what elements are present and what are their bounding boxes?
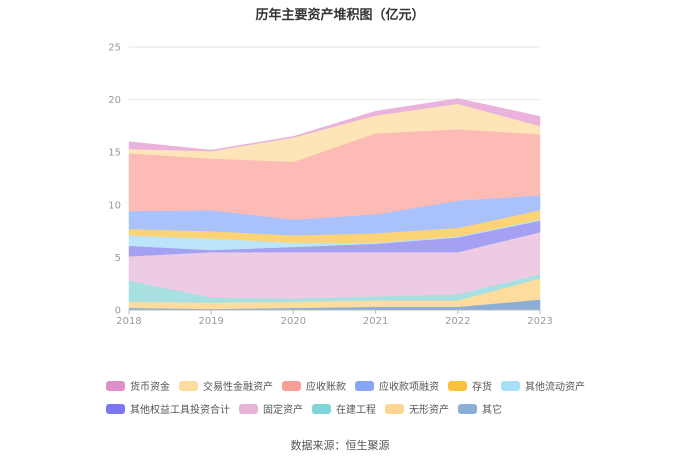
y-tick-label: 5 [115, 253, 121, 264]
y-tick-label: 25 [108, 43, 121, 54]
legend-label: 其他权益工具投资合计 [130, 405, 230, 416]
legend-label: 货币资金 [130, 382, 170, 393]
area-series [128, 98, 541, 152]
legend-swatch [312, 403, 331, 414]
legend-label: 在建工程 [336, 405, 376, 416]
legend-swatch [448, 380, 467, 391]
y-tick-label: 10 [108, 200, 121, 211]
legend-swatch [106, 380, 125, 391]
legend-item[interactable]: 其他权益工具投资合计 [106, 401, 230, 416]
data-source-note: 数据来源：恒生聚源 [290, 439, 390, 452]
legend-label: 应收款项融资 [379, 382, 439, 393]
legend-swatch [458, 403, 477, 414]
chart-title: 历年主要资产堆积图（亿元） [255, 8, 425, 23]
legend-label: 其他流动资产 [525, 382, 585, 393]
legend-item[interactable]: 其它 [458, 401, 502, 416]
x-tick-label: 2019 [198, 316, 223, 327]
x-tick-label: 2022 [445, 316, 470, 327]
legend-swatch [355, 380, 374, 391]
legend-label: 交易性金融资产 [203, 382, 273, 393]
legend-item[interactable]: 固定资产 [239, 401, 303, 416]
x-tick-label: 2023 [527, 316, 552, 327]
legend-item[interactable]: 存货 [448, 378, 492, 393]
x-tick-label: 2018 [116, 316, 141, 327]
y-tick-label: 15 [108, 148, 121, 159]
legend-item[interactable]: 应收账款 [282, 378, 346, 393]
legend-swatch [239, 403, 258, 414]
legend-label: 其它 [482, 405, 502, 416]
legend-item[interactable]: 在建工程 [312, 401, 376, 416]
stacked-area-chart: 0 5 10 15 20 25 2018 2019 2020 2021 2022 2023 [108, 43, 552, 328]
legend-swatch [106, 403, 125, 414]
legend-label: 应收账款 [306, 382, 346, 393]
legend-swatch [385, 403, 404, 414]
legend-swatch [179, 380, 198, 391]
legend-item[interactable]: 货币资金 [106, 378, 170, 393]
legend-item[interactable]: 应收款项融资 [355, 378, 439, 393]
y-tick-label: 20 [108, 95, 121, 106]
legend-item[interactable]: 交易性金融资产 [179, 378, 273, 393]
legend-label: 无形资产 [409, 405, 449, 416]
legend-item[interactable]: 其他流动资产 [501, 378, 585, 393]
legend-label: 固定资产 [263, 405, 303, 416]
chart-legend: 货币资金 交易性金融资产 应收账款 应收款项融资 存货 其他流动资产其他权益工具投资合计 固… [106, 378, 586, 416]
y-tick-label: 0 [115, 306, 121, 317]
legend-swatch [501, 380, 520, 391]
x-tick-label: 2020 [281, 316, 306, 327]
legend-swatch [282, 380, 301, 391]
legend-label: 存货 [472, 382, 492, 393]
legend-item[interactable]: 无形资产 [385, 401, 449, 416]
x-tick-label: 2021 [363, 316, 388, 327]
